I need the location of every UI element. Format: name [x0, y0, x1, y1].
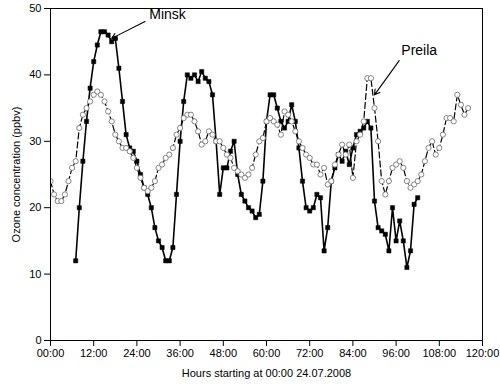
svg-text:24:00: 24:00	[123, 347, 151, 359]
svg-text:50: 50	[29, 2, 41, 14]
svg-text:40: 40	[29, 68, 41, 80]
svg-text:Preila: Preila	[401, 42, 437, 58]
svg-text:20: 20	[29, 201, 41, 213]
svg-text:72:00: 72:00	[296, 347, 324, 359]
svg-text:12:00: 12:00	[80, 347, 108, 359]
svg-text:Minsk: Minsk	[149, 5, 186, 22]
svg-text:30: 30	[29, 135, 41, 147]
svg-text:0: 0	[35, 334, 41, 346]
svg-text:96:00: 96:00	[382, 347, 410, 359]
svg-text:Ozone concentration (ppbv): Ozone concentration (ppbv)	[10, 107, 22, 243]
svg-text:10: 10	[29, 268, 41, 280]
svg-text:84:00: 84:00	[339, 347, 367, 359]
svg-text:108:00: 108:00	[422, 347, 456, 359]
svg-text:Hours starting at 00:00 24.07.: Hours starting at 00:00 24.07.2008	[182, 367, 351, 379]
svg-text:36:00: 36:00	[166, 347, 194, 359]
svg-text:120:00: 120:00	[466, 347, 500, 359]
svg-text:60:00: 60:00	[253, 347, 281, 359]
svg-text:48:00: 48:00	[210, 347, 238, 359]
svg-text:00:00: 00:00	[37, 347, 65, 359]
